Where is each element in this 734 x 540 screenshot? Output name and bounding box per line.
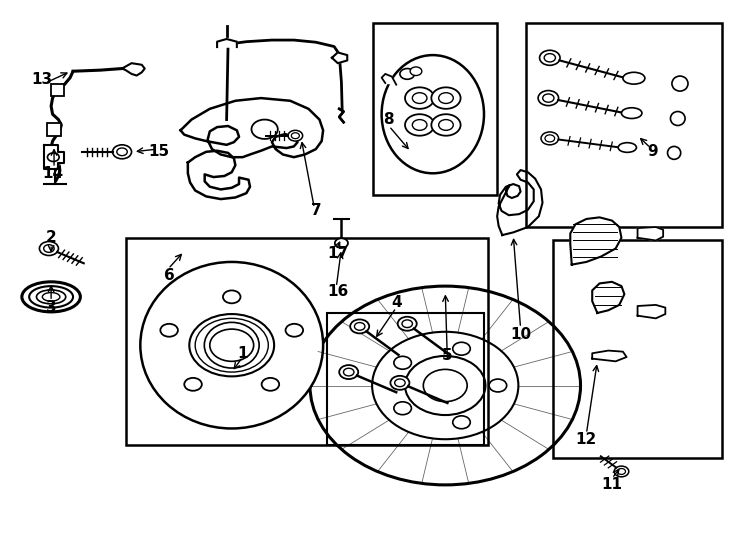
Polygon shape [332,52,347,63]
Ellipse shape [670,112,685,125]
Circle shape [453,416,470,429]
Circle shape [405,87,435,109]
Ellipse shape [140,262,323,428]
Polygon shape [570,218,622,265]
Circle shape [335,238,348,248]
Circle shape [410,67,422,76]
Circle shape [339,365,358,379]
Polygon shape [122,63,145,76]
Circle shape [398,317,417,330]
Bar [553,240,722,458]
Text: 4: 4 [391,295,401,310]
Polygon shape [188,151,250,199]
Circle shape [350,320,369,333]
Text: 5: 5 [442,348,453,363]
Circle shape [286,324,303,337]
Ellipse shape [672,76,688,91]
Text: 13: 13 [32,72,53,87]
Text: 7: 7 [310,204,321,218]
Polygon shape [181,98,323,157]
Ellipse shape [623,72,645,84]
Text: 16: 16 [327,284,349,299]
Text: 9: 9 [647,144,658,159]
Bar [51,84,65,97]
Text: 3: 3 [46,300,57,315]
Polygon shape [592,350,627,361]
Polygon shape [592,282,625,313]
Circle shape [288,130,302,141]
Circle shape [432,87,461,109]
Circle shape [160,324,178,337]
Text: 1: 1 [237,346,248,361]
Bar [327,313,484,444]
Polygon shape [638,227,663,240]
Bar [373,23,497,195]
Circle shape [538,91,559,106]
Text: 6: 6 [164,268,175,283]
Polygon shape [497,170,542,235]
Text: 2: 2 [46,230,57,245]
Bar [48,123,61,136]
Circle shape [310,286,581,485]
Ellipse shape [382,55,484,173]
Polygon shape [217,39,237,47]
Bar [526,23,722,227]
Text: 17: 17 [327,246,349,261]
Ellipse shape [618,143,636,152]
Circle shape [112,145,131,159]
Circle shape [394,356,412,369]
Circle shape [405,114,435,136]
Circle shape [453,342,470,355]
Polygon shape [44,145,65,169]
Text: 8: 8 [384,112,394,127]
Circle shape [400,69,415,79]
Text: 14: 14 [42,166,63,181]
Circle shape [432,114,461,136]
Circle shape [184,378,202,391]
Text: 15: 15 [148,144,169,159]
Circle shape [539,50,560,65]
Circle shape [40,241,59,255]
Ellipse shape [622,108,642,118]
Text: 12: 12 [575,431,597,447]
Polygon shape [382,74,396,85]
Circle shape [223,291,241,303]
Circle shape [261,378,279,391]
Text: 10: 10 [510,327,531,342]
Polygon shape [638,305,665,319]
Circle shape [541,132,559,145]
Circle shape [489,379,506,392]
Text: 11: 11 [601,477,622,492]
Circle shape [189,314,274,376]
Ellipse shape [667,146,680,159]
Circle shape [394,402,412,415]
Circle shape [614,466,629,477]
Circle shape [390,376,410,390]
Bar [126,238,487,444]
